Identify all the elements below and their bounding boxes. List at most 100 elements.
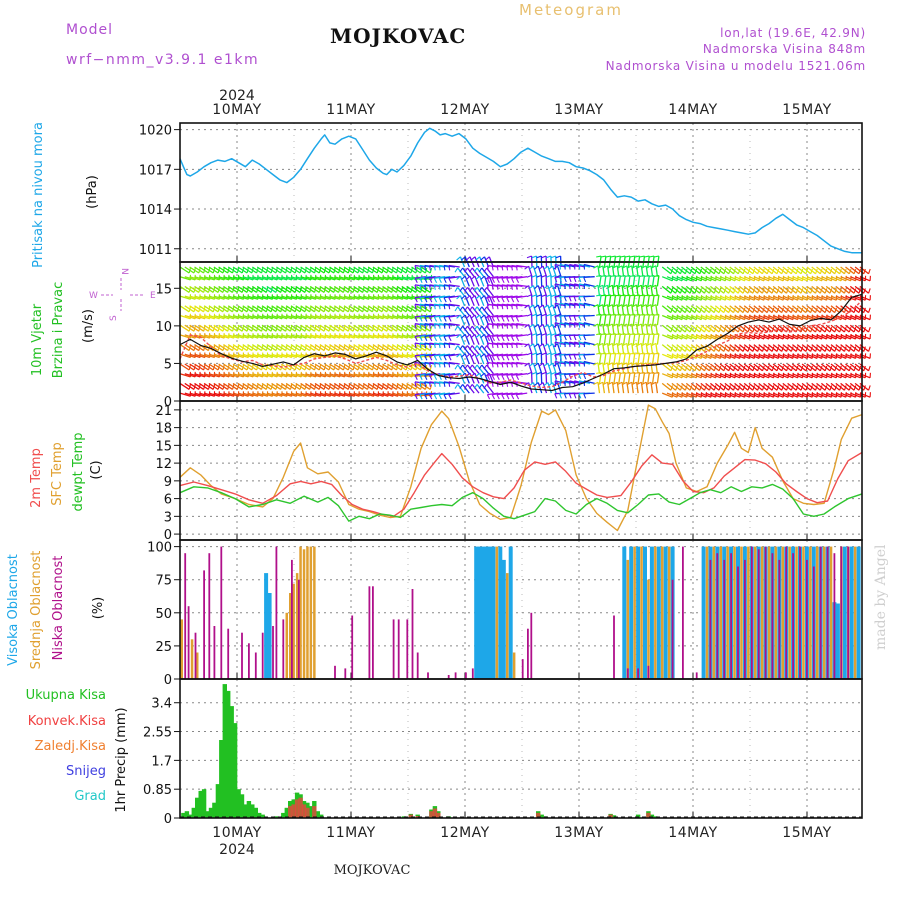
wind-barb bbox=[796, 305, 807, 314]
wind-barb bbox=[671, 305, 681, 314]
wind-barb bbox=[753, 392, 765, 398]
wind-barb bbox=[777, 392, 789, 398]
wind-barb bbox=[487, 392, 499, 396]
y-tick-label: 0 bbox=[164, 528, 172, 543]
wind-barb bbox=[382, 295, 394, 300]
wind-barb-flag bbox=[593, 323, 599, 327]
wind-barb bbox=[213, 344, 224, 352]
wind-barb-flag bbox=[470, 353, 476, 358]
wind-barb-flag bbox=[515, 304, 518, 310]
wind-barb bbox=[758, 373, 770, 379]
wind-barb bbox=[705, 392, 717, 398]
wind-barb bbox=[835, 353, 847, 360]
wind-barb-flag bbox=[529, 304, 534, 309]
wind-barb bbox=[714, 324, 725, 333]
wind-barb bbox=[671, 334, 683, 340]
wind-barb bbox=[466, 267, 475, 278]
wind-barb-flag bbox=[568, 335, 572, 341]
wind-barb bbox=[401, 392, 413, 397]
wind-barb-flag bbox=[644, 255, 650, 258]
wind-barb bbox=[343, 382, 354, 390]
wind-barb-flag bbox=[419, 265, 422, 271]
wind-barb-flag bbox=[419, 336, 423, 342]
wind-barb-flag bbox=[564, 380, 566, 386]
wind-barb bbox=[845, 285, 855, 294]
wind-barb-flag bbox=[546, 333, 552, 336]
wind-barb bbox=[338, 266, 349, 274]
wind-barb-flag bbox=[473, 325, 478, 331]
wind-barb bbox=[290, 295, 302, 300]
wind-barb bbox=[748, 324, 759, 333]
wind-barb bbox=[709, 324, 720, 333]
wind-barb-flag bbox=[639, 333, 645, 336]
wind-barb bbox=[227, 344, 238, 352]
wind-barb bbox=[719, 276, 731, 282]
wind-barb bbox=[343, 373, 355, 378]
wind-barb bbox=[787, 373, 799, 379]
wind-barb bbox=[506, 276, 518, 279]
wind-barb-flag bbox=[653, 371, 659, 374]
wind-barb bbox=[281, 392, 292, 397]
wind-barb-flag bbox=[429, 277, 433, 283]
wind-barb bbox=[372, 276, 384, 281]
wind-barb-flag bbox=[531, 274, 537, 278]
wind-barb-flag bbox=[622, 381, 628, 385]
wind-barb bbox=[439, 334, 451, 338]
wind-barb bbox=[787, 334, 799, 340]
wind-barb-flag bbox=[546, 313, 552, 317]
wind-barb bbox=[310, 373, 321, 378]
wind-barb bbox=[690, 373, 702, 379]
wind-barb bbox=[801, 324, 812, 333]
cloud-bar bbox=[309, 546, 313, 679]
wind-barb bbox=[734, 353, 746, 360]
wind-barb bbox=[527, 343, 533, 355]
wind-barb-flag bbox=[414, 265, 417, 271]
cloud-bar bbox=[812, 566, 815, 679]
wind-barb-flag bbox=[598, 304, 604, 308]
wind-barb bbox=[387, 285, 397, 293]
wind-barb bbox=[738, 382, 749, 391]
cloud-bar bbox=[471, 668, 474, 679]
wind-barb bbox=[676, 266, 686, 275]
wind-barb bbox=[739, 295, 750, 301]
wind-barb bbox=[261, 276, 273, 281]
wind-barb bbox=[686, 373, 697, 379]
wind-barb bbox=[695, 285, 706, 294]
wind-barb-flag bbox=[526, 333, 532, 336]
wind-barb bbox=[516, 373, 528, 376]
wind-barb bbox=[228, 334, 239, 339]
wind-barb bbox=[353, 266, 364, 274]
cloud-bar bbox=[427, 672, 429, 679]
wind-barb bbox=[343, 324, 354, 332]
wind-barb bbox=[295, 314, 307, 320]
wind-barb bbox=[276, 295, 288, 300]
wind-barb bbox=[257, 353, 268, 359]
cloud-bar bbox=[802, 546, 805, 679]
wind-barb bbox=[681, 305, 691, 314]
y-tick-label: 15 bbox=[155, 439, 172, 454]
wind-barb bbox=[753, 314, 765, 321]
wind-barb bbox=[419, 334, 431, 338]
wind-barb-flag bbox=[526, 294, 532, 298]
wind-barb bbox=[479, 314, 485, 326]
wind-barb-flag bbox=[486, 284, 489, 290]
wind-barb bbox=[647, 294, 650, 306]
wind-barb bbox=[338, 392, 350, 397]
wind-barb-flag bbox=[448, 336, 452, 342]
wind-barb-flag bbox=[506, 343, 509, 349]
wind-barb-flag bbox=[636, 304, 642, 308]
wind-barb bbox=[743, 276, 755, 282]
wind-barb-flag bbox=[429, 287, 433, 293]
wind-barb bbox=[479, 353, 485, 365]
wind-barb bbox=[377, 324, 388, 332]
cloud-ylabel-1: Visoka Oblacnost bbox=[6, 554, 21, 666]
wind-barb bbox=[552, 265, 557, 277]
wind-barb bbox=[462, 345, 470, 355]
wind-barb-flag bbox=[448, 316, 452, 322]
wind-barb bbox=[189, 373, 201, 378]
wind-barb bbox=[849, 363, 860, 372]
wind-barb bbox=[387, 305, 397, 313]
wind-barb bbox=[199, 373, 210, 378]
wind-barb bbox=[496, 334, 508, 338]
wind-barb bbox=[840, 324, 850, 333]
